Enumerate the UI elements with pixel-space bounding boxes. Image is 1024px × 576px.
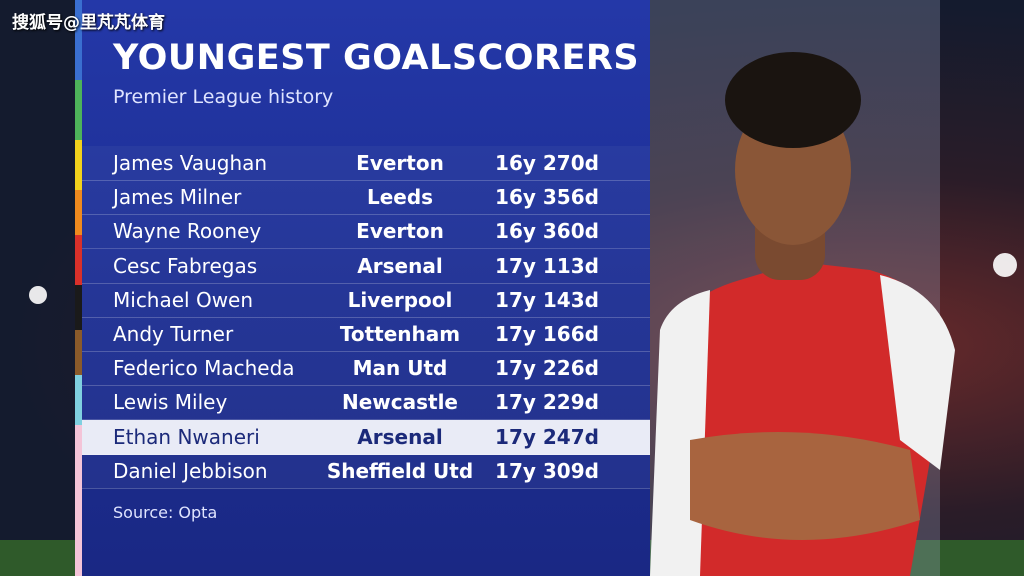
- player-age: 17y 113d: [495, 253, 599, 278]
- color-stripe: [75, 0, 82, 576]
- player-age: 16y 360d: [495, 219, 599, 244]
- player-age: 17y 143d: [495, 287, 599, 312]
- player-club: Leeds: [366, 185, 434, 210]
- source: Source: Opta: [113, 503, 218, 522]
- player-club: Everton: [356, 151, 444, 175]
- player-name: Michael Owen: [113, 287, 254, 312]
- floodlight: [29, 286, 47, 304]
- player-name: Daniel Jebbison: [113, 458, 268, 483]
- player-name: James Milner: [113, 185, 242, 210]
- player-club: Everton: [356, 219, 444, 244]
- player-photo: [650, 52, 955, 576]
- player-age: 17y 247d: [495, 424, 599, 449]
- player-club: Arsenal: [357, 253, 443, 278]
- player-club: Newcastle: [341, 390, 458, 415]
- table-row: Lewis Miley Newcastle 17y 229d: [82, 385, 650, 421]
- table-row: James Vaughan Everton 16y 270d: [82, 146, 650, 181]
- player-club: Man Utd: [352, 356, 448, 381]
- player-club: Liverpool: [347, 287, 453, 312]
- player-age: 17y 309d: [495, 458, 599, 483]
- title: YOUNGEST GOALSCORERS: [113, 38, 640, 78]
- table-row: Federico Macheda Man Utd 17y 226d: [82, 351, 650, 387]
- table-row: Andy Turner Tottenham 17y 166d: [82, 317, 650, 352]
- player-name: Andy Turner: [113, 322, 234, 346]
- player-name: Federico Macheda: [113, 356, 295, 381]
- player-name: Cesc Fabregas: [113, 253, 258, 278]
- player-age: 17y 226d: [495, 356, 599, 381]
- player-name: Wayne Rooney: [113, 219, 262, 244]
- table-row: Ethan Nwaneri Arsenal 17y 247d: [82, 419, 650, 455]
- player-age: 17y 166d: [495, 322, 599, 346]
- player-name: James Vaughan: [113, 151, 268, 175]
- table-row: Daniel Jebbison Sheffield Utd 17y 309d: [82, 453, 650, 489]
- player-name: Lewis Miley: [113, 390, 228, 415]
- player-club: Tottenham: [339, 322, 461, 346]
- table-row: Michael Owen Liverpool 17y 143d: [82, 282, 650, 318]
- watermark: 搜狐号@里芃芃体育: [12, 13, 165, 33]
- player-club: Arsenal: [357, 424, 443, 449]
- table-panel: [75, 0, 650, 576]
- player-club: Sheffield Utd: [326, 458, 474, 483]
- player-age: 16y 356d: [495, 185, 599, 210]
- table-row: James Milner Leeds 16y 356d: [82, 180, 650, 216]
- player-age: 17y 229d: [495, 390, 599, 415]
- table-row: Wayne Rooney Everton 16y 360d: [82, 214, 650, 250]
- player-name: Ethan Nwaneri: [113, 424, 260, 449]
- subtitle: Premier League history: [113, 86, 334, 108]
- floodlight: [993, 253, 1017, 277]
- player-age: 16y 270d: [495, 151, 599, 175]
- table-row: Cesc Fabregas Arsenal 17y 113d: [82, 248, 650, 284]
